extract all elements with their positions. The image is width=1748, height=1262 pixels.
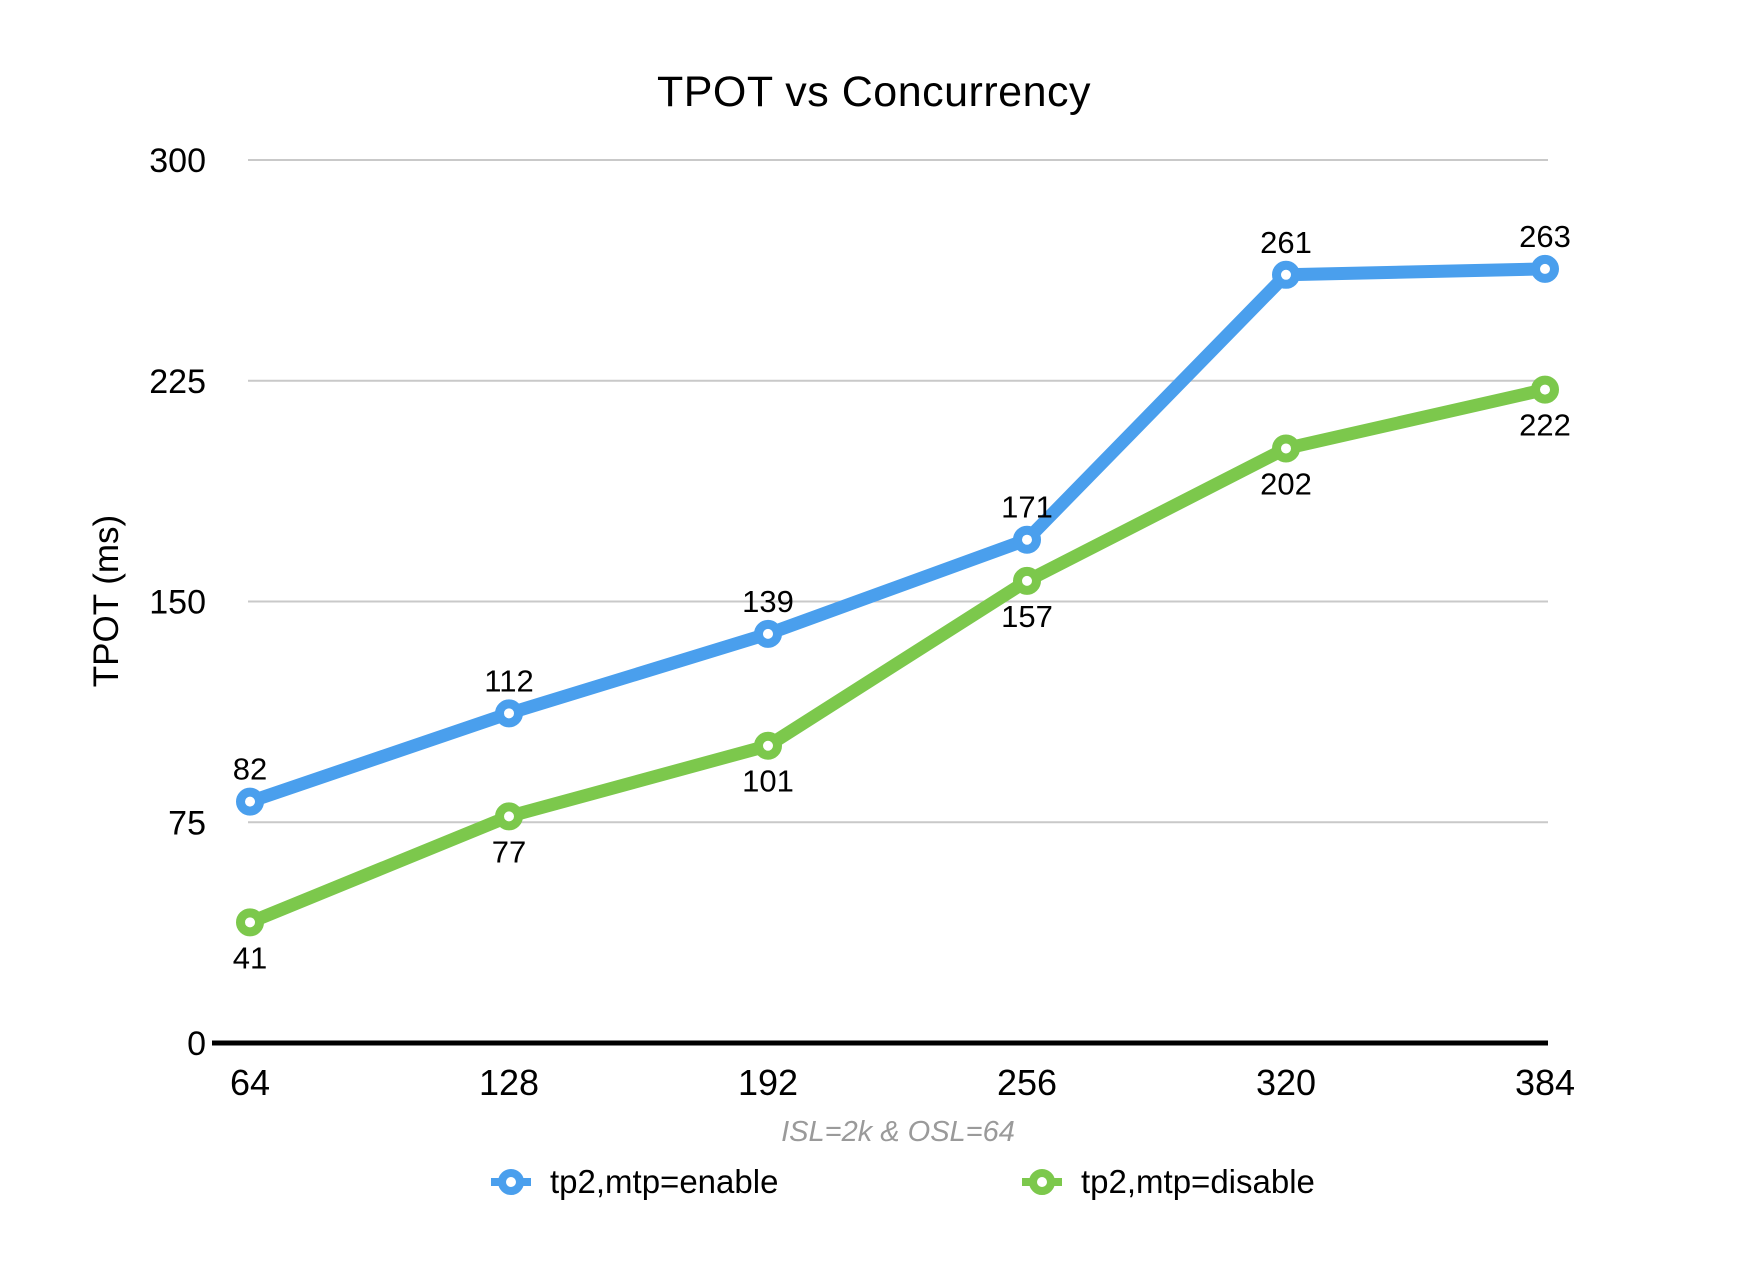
y-tick-label: 0: [187, 1025, 206, 1063]
data-point-tp2-mtp-disable: [495, 802, 523, 831]
series-line-tp2-mtp-enable: [243, 262, 1552, 809]
data-point-label-tp2-mtp-enable: 261: [1260, 225, 1312, 260]
x-tick-label: 192: [738, 1062, 798, 1103]
x-tick-label: 256: [997, 1062, 1057, 1103]
data-point-label-tp2-mtp-disable: 77: [492, 834, 526, 869]
legend-marker-disable-icon: [1022, 1169, 1062, 1195]
data-point-label-tp2-mtp-disable: 222: [1519, 408, 1571, 443]
chart-title: TPOT vs Concurrency: [656, 68, 1092, 116]
y-tick-label: 300: [149, 142, 206, 180]
series-line-tp2-mtp-disable: [243, 383, 1552, 929]
legend-marker-enable-icon: [491, 1169, 531, 1195]
x-tick-label: 384: [1515, 1062, 1575, 1103]
data-point-label-tp2-mtp-enable: 263: [1519, 219, 1571, 254]
data-point-tp2-mtp-disable: [754, 731, 782, 760]
data-point-label-tp2-mtp-disable: 202: [1260, 466, 1312, 501]
data-point-label-tp2-mtp-enable: 171: [1001, 490, 1053, 525]
legend-label-enable: tp2,mtp=enable: [550, 1163, 779, 1200]
data-point-tp2-mtp-disable: [1531, 375, 1559, 404]
data-point-tp2-mtp-disable: [1272, 434, 1300, 463]
data-point-label-tp2-mtp-enable: 82: [233, 752, 267, 787]
x-tick-label: 64: [230, 1062, 270, 1103]
legend-item-enable: tp2,mtp=enable: [488, 1163, 778, 1201]
data-point-tp2-mtp-disable: [1013, 566, 1041, 595]
y-tick-label: 150: [149, 584, 206, 622]
data-point-label-tp2-mtp-enable: 112: [484, 663, 533, 698]
legend-label-disable: tp2,mtp=disable: [1081, 1163, 1315, 1200]
data-point-label-tp2-mtp-enable: 139: [742, 584, 794, 619]
data-point-tp2-mtp-enable: [1013, 525, 1041, 554]
data-point-tp2-mtp-enable: [495, 699, 523, 728]
data-point-tp2-mtp-enable: [1272, 260, 1300, 289]
data-point-tp2-mtp-enable: [754, 619, 782, 648]
data-point-tp2-mtp-enable: [1531, 254, 1559, 283]
y-tick-label: 225: [149, 363, 206, 401]
axis-caption: ISL=2k & OSL=64: [781, 1116, 1015, 1148]
data-point-tp2-mtp-enable: [236, 787, 264, 816]
y-tick-label: 75: [168, 804, 206, 842]
data-point-tp2-mtp-disable: [236, 908, 264, 937]
data-point-label-tp2-mtp-disable: 157: [1001, 599, 1053, 634]
data-point-label-tp2-mtp-disable: 41: [233, 940, 267, 975]
x-tick-label: 320: [1256, 1062, 1316, 1103]
x-tick-label: 128: [479, 1062, 539, 1103]
data-point-label-tp2-mtp-disable: 101: [742, 764, 794, 799]
legend-item-disable: tp2,mtp=disable: [1019, 1163, 1315, 1201]
